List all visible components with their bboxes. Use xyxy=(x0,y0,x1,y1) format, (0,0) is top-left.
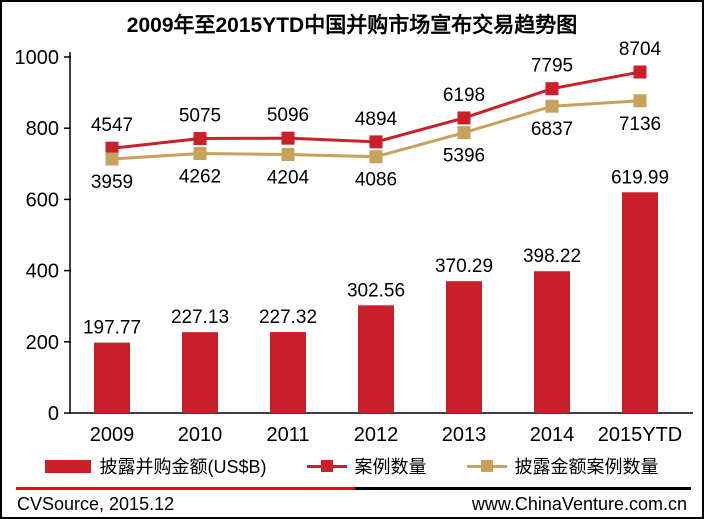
line-value-label: 7795 xyxy=(531,56,573,77)
bar-swatch-icon xyxy=(45,459,92,473)
y-tick-label: 400 xyxy=(26,261,59,283)
line-marker xyxy=(369,150,383,164)
line-marker xyxy=(281,131,295,145)
line-value-label: 6837 xyxy=(531,119,573,140)
y-tick-label: 1000 xyxy=(15,47,60,69)
line-value-label: 4262 xyxy=(179,166,221,187)
x-category-label: 2015YTD xyxy=(598,424,683,446)
legend-label-disclosed-count: 披露金额案例数量 xyxy=(514,457,659,477)
line-value-label: 4086 xyxy=(355,170,397,191)
chart-title: 2009年至2015YTD中国并购市场宣布交易趋势图 xyxy=(126,14,578,37)
line-marker xyxy=(457,126,471,140)
line-marker xyxy=(545,99,559,113)
legend-item-deal-count: 案例数量 xyxy=(306,453,427,479)
line-value-label: 3959 xyxy=(91,172,133,193)
line-value-label: 8704 xyxy=(619,39,662,60)
line-marker xyxy=(105,141,119,155)
footer-website-text: www.ChinaVenture.com.cn xyxy=(471,494,687,514)
y-tick-label: 200 xyxy=(26,332,59,354)
footer-source-text: CVSource, 2015.12 xyxy=(17,494,175,514)
bar-2009 xyxy=(94,342,130,413)
x-category-label: 2011 xyxy=(266,424,309,446)
bar-2013 xyxy=(446,281,482,413)
line-value-label: 4894 xyxy=(355,109,398,130)
bar-value-label: 370.29 xyxy=(435,256,493,277)
y-tick-label: 600 xyxy=(26,189,59,211)
line-value-label: 4204 xyxy=(267,168,310,189)
footer-divider-left xyxy=(16,487,355,490)
footer-divider-right xyxy=(355,487,691,490)
line-marker xyxy=(457,111,471,125)
line-value-label: 4547 xyxy=(91,115,133,136)
bar-value-label: 197.77 xyxy=(83,318,141,339)
legend-label-bar-amount: 披露并购金额(US$B) xyxy=(99,457,267,477)
y-tick-label: 0 xyxy=(48,403,59,425)
x-category-label: 2014 xyxy=(530,424,575,446)
bar-2011 xyxy=(270,332,306,413)
line-marker-icon xyxy=(466,460,507,473)
chart-legend: 披露并购金额(US$B) 案例数量 披露金额案例数量 xyxy=(2,453,702,479)
bar-2014 xyxy=(534,271,570,413)
y-tick-label: 800 xyxy=(26,118,59,140)
bar-2015YTD xyxy=(622,192,658,413)
bar-value-label: 619.99 xyxy=(611,167,669,188)
bar-2012 xyxy=(358,305,394,413)
x-category-label: 2010 xyxy=(178,424,223,446)
line-marker xyxy=(193,132,207,146)
line-marker xyxy=(633,65,647,79)
line-marker xyxy=(105,152,119,166)
bar-2010 xyxy=(182,332,218,413)
bar-value-label: 302.56 xyxy=(347,280,405,301)
line-marker-icon xyxy=(306,460,347,473)
line-value-label: 7136 xyxy=(619,114,661,135)
line-marker xyxy=(193,146,207,160)
legend-item-bar-amount: 披露并购金额(US$B) xyxy=(45,453,267,479)
line-value-label: 6198 xyxy=(443,85,485,106)
bar-value-label: 398.22 xyxy=(523,246,581,267)
line-marker xyxy=(545,82,559,96)
line-value-label: 5396 xyxy=(443,146,485,167)
legend-item-disclosed-count: 披露金额案例数量 xyxy=(466,453,659,479)
line-value-label: 5096 xyxy=(267,105,309,126)
bar-value-label: 227.13 xyxy=(171,307,229,328)
x-category-label: 2013 xyxy=(442,424,487,446)
line-marker xyxy=(281,148,295,162)
x-category-label: 2012 xyxy=(354,424,399,446)
line-value-label: 5075 xyxy=(179,106,221,127)
bar-value-label: 227.32 xyxy=(259,307,317,328)
legend-label-deal-count: 案例数量 xyxy=(354,457,427,477)
line-marker xyxy=(369,135,383,149)
line-marker xyxy=(633,94,647,108)
chart-svg: 0 200 400 600 800 1000 197.77 227.13 227.32 302.5… xyxy=(15,39,693,446)
x-category-label: 2009 xyxy=(90,424,135,446)
